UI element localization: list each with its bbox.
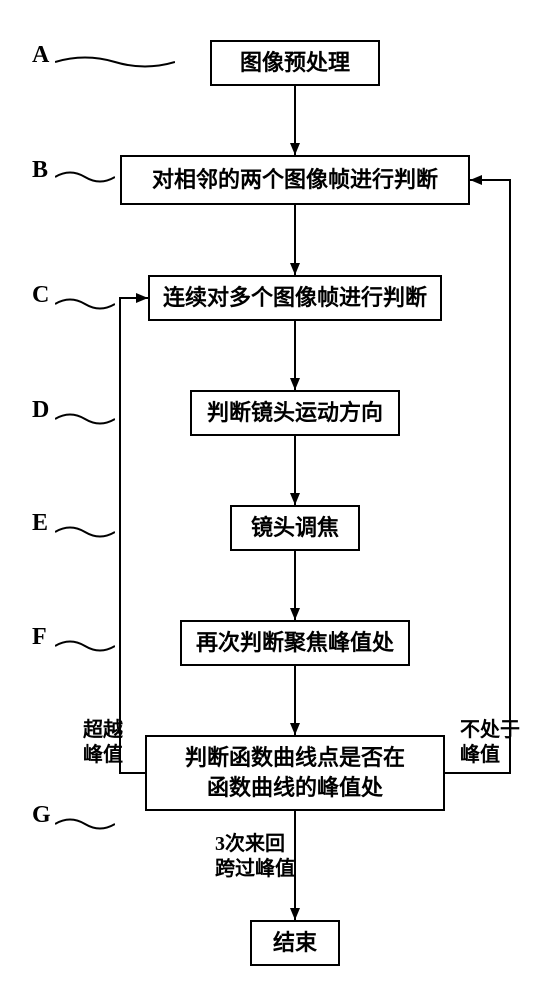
node-G-label: 判断函数曲线点是否在 函数曲线的峰值处 xyxy=(185,743,405,802)
wave-E xyxy=(55,520,115,544)
wave-B xyxy=(55,165,115,189)
node-C-label: 连续对多个图像帧进行判断 xyxy=(163,283,427,313)
node-C: 连续对多个图像帧进行判断 xyxy=(148,275,442,321)
side-label-D: D xyxy=(32,395,49,425)
flowchart-canvas: 图像预处理对相邻的两个图像帧进行判断连续对多个图像帧进行判断判断镜头运动方向镜头… xyxy=(0,0,550,1000)
edge-label-bottom: 3次来回 跨过峰值 xyxy=(215,832,295,882)
wave-F xyxy=(55,634,115,658)
side-label-E: E xyxy=(32,508,48,538)
node-A-label: 图像预处理 xyxy=(240,48,350,78)
edge-G-left-C xyxy=(120,298,148,773)
node-B-label: 对相邻的两个图像帧进行判断 xyxy=(152,165,438,195)
side-label-A: A xyxy=(32,40,49,70)
side-label-B: B xyxy=(32,155,48,185)
node-B: 对相邻的两个图像帧进行判断 xyxy=(120,155,470,205)
side-label-G: G xyxy=(32,800,51,830)
wave-D xyxy=(55,407,115,431)
edge-G-right-B xyxy=(445,180,510,773)
side-label-C: C xyxy=(32,280,49,310)
node-END: 结束 xyxy=(250,920,340,966)
node-E-label: 镜头调焦 xyxy=(251,513,339,543)
node-A: 图像预处理 xyxy=(210,40,380,86)
wave-A xyxy=(55,50,175,74)
node-E: 镜头调焦 xyxy=(230,505,360,551)
node-G: 判断函数曲线点是否在 函数曲线的峰值处 xyxy=(145,735,445,811)
node-D: 判断镜头运动方向 xyxy=(190,390,400,436)
wave-C xyxy=(55,292,115,316)
wave-G xyxy=(55,812,115,836)
side-label-F: F xyxy=(32,622,47,652)
edge-label-right: 不处于 峰值 xyxy=(460,718,520,768)
node-F: 再次判断聚焦峰值处 xyxy=(180,620,410,666)
node-D-label: 判断镜头运动方向 xyxy=(207,398,383,428)
node-F-label: 再次判断聚焦峰值处 xyxy=(196,628,394,658)
edge-label-left: 超越 峰值 xyxy=(83,718,123,768)
node-END-label: 结束 xyxy=(273,928,317,958)
